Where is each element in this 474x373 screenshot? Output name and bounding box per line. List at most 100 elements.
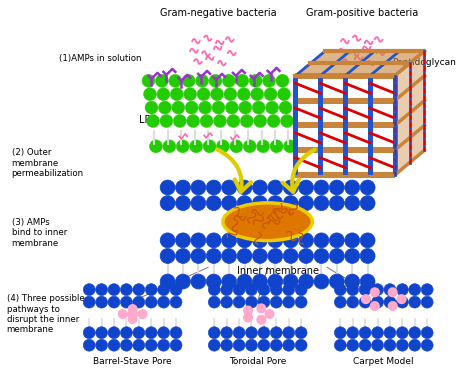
Circle shape [360,248,375,263]
Circle shape [83,284,95,295]
Circle shape [217,140,229,153]
Circle shape [206,233,221,248]
Circle shape [197,88,210,101]
Circle shape [314,233,329,248]
Circle shape [170,88,183,101]
Circle shape [359,339,371,351]
Circle shape [209,74,222,87]
Circle shape [268,233,283,248]
Circle shape [314,274,329,289]
Circle shape [246,284,257,295]
Circle shape [329,180,344,195]
Circle shape [144,88,156,101]
Circle shape [334,296,346,308]
Circle shape [145,296,157,308]
Circle shape [276,74,289,87]
Circle shape [329,196,344,211]
Text: (3) AMPs
bind to inner
membrane: (3) AMPs bind to inner membrane [11,218,67,248]
Circle shape [257,140,270,153]
Circle shape [206,196,221,211]
Circle shape [268,196,283,211]
Bar [295,147,395,153]
Text: LPS: LPS [138,116,156,125]
Circle shape [384,339,396,351]
Circle shape [145,284,157,295]
Circle shape [221,327,233,339]
Circle shape [299,180,313,195]
Circle shape [299,248,313,263]
Circle shape [257,304,266,313]
Circle shape [237,233,252,248]
Circle shape [258,284,270,295]
Circle shape [160,180,175,195]
Circle shape [222,274,237,289]
Circle shape [360,233,375,248]
Circle shape [295,339,307,351]
Circle shape [187,115,200,128]
Circle shape [208,327,220,339]
Circle shape [83,296,95,308]
Circle shape [270,296,282,308]
Circle shape [133,284,145,295]
Circle shape [258,339,270,351]
FancyArrowPatch shape [283,150,315,192]
Circle shape [206,274,221,289]
Circle shape [203,140,216,153]
Circle shape [170,339,182,351]
Circle shape [372,327,383,339]
Circle shape [361,295,370,304]
Circle shape [258,296,270,308]
Polygon shape [295,51,424,76]
Circle shape [360,196,375,211]
Circle shape [283,180,298,195]
Circle shape [120,296,132,308]
Circle shape [396,296,408,308]
Circle shape [175,180,191,195]
Circle shape [384,284,396,295]
Circle shape [160,233,175,248]
Circle shape [160,248,175,263]
Circle shape [263,74,275,87]
Text: Gram-positive bacteria: Gram-positive bacteria [306,8,418,18]
Circle shape [370,288,379,297]
Circle shape [258,327,270,339]
Circle shape [222,196,237,211]
Circle shape [421,296,433,308]
Circle shape [345,233,360,248]
Circle shape [345,180,360,195]
Circle shape [409,327,421,339]
Circle shape [372,284,383,295]
Circle shape [145,339,157,351]
Bar [318,76,323,175]
Circle shape [299,196,313,211]
Circle shape [213,115,227,128]
Circle shape [359,327,371,339]
Circle shape [142,74,155,87]
Circle shape [251,88,264,101]
Circle shape [283,196,298,211]
FancyArrowPatch shape [218,150,251,192]
Circle shape [133,339,145,351]
Circle shape [295,296,307,308]
Circle shape [190,140,202,153]
Circle shape [191,233,206,248]
Circle shape [345,248,360,263]
Text: Gram-negative bacteria: Gram-negative bacteria [160,8,276,18]
Circle shape [281,115,293,128]
Circle shape [173,115,186,128]
Text: (4) Three possible
pathways to
disrupt the inner
membrane: (4) Three possible pathways to disrupt t… [7,294,84,334]
Circle shape [128,309,137,319]
Circle shape [237,274,252,289]
Circle shape [120,327,132,339]
Circle shape [108,296,120,308]
Circle shape [283,233,298,248]
Circle shape [191,196,206,211]
Circle shape [233,339,245,351]
Circle shape [163,140,176,153]
Circle shape [237,196,252,211]
Polygon shape [395,51,424,175]
Circle shape [170,327,182,339]
Circle shape [221,284,233,295]
Circle shape [283,296,295,308]
Circle shape [221,296,233,308]
